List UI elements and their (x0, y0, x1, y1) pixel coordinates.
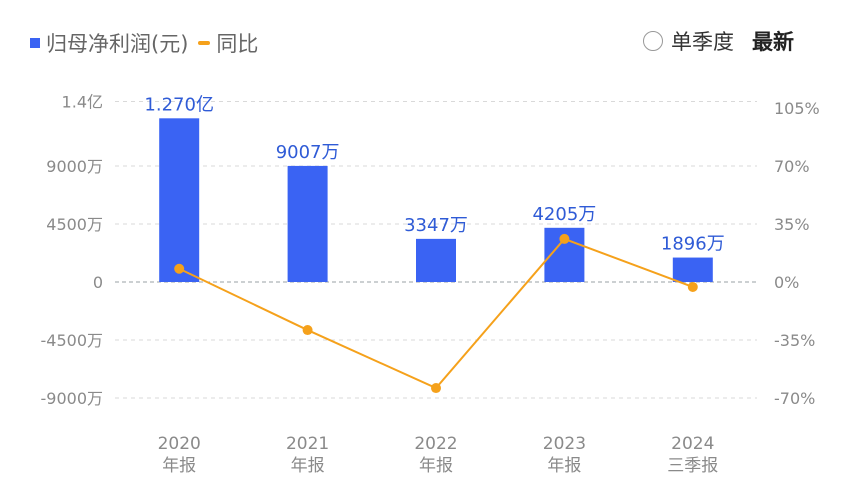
x-axis-period-label: 年报 (547, 456, 581, 476)
x-axis-year-label: 2024 (671, 434, 714, 454)
latest-option[interactable]: 最新 (752, 30, 794, 54)
bar-data-label: 4205万 (532, 204, 596, 225)
left-axis-tick: 0 (93, 273, 103, 292)
yoy-point (559, 233, 570, 244)
left-axis-tick: 1.4亿 (62, 93, 103, 112)
bar (287, 165, 328, 282)
right-axis-tick: 0% (774, 273, 799, 292)
yoy-point (431, 383, 441, 394)
bar (159, 118, 200, 282)
x-axis-period-label: 年报 (291, 456, 325, 476)
legend-line-label: 同比 (216, 32, 259, 56)
right-axis-tick: -35% (774, 331, 815, 350)
legend-item-profit[interactable]: 归母净利润(元) (30, 28, 188, 58)
left-axis-tick: 4500万 (46, 215, 103, 234)
legend-bar-swatch (30, 38, 40, 48)
chart-controls: 单季度 最新 (643, 26, 794, 56)
legend-line-swatch (198, 41, 211, 45)
yoy-point (302, 325, 313, 336)
right-axis-tick: -70% (774, 389, 815, 408)
left-axis-tick: 9000万 (46, 157, 103, 176)
right-axis-tick: 105% (774, 99, 820, 118)
legend-bar-label: 归母净利润(元) (46, 32, 189, 56)
left-axis-tick: -4500万 (41, 331, 104, 350)
radio-circle-icon[interactable] (643, 31, 663, 51)
yoy-point (687, 281, 698, 292)
quarter-toggle-label: 单季度 (671, 30, 734, 54)
legend: 归母净利润(元) 同比 (30, 28, 258, 58)
right-axis-tick: 70% (774, 157, 810, 176)
bar (416, 238, 456, 282)
x-axis-year-label: 2022 (414, 434, 457, 454)
bar-data-label: 9007万 (276, 142, 340, 163)
bar-data-label: 3347万 (404, 215, 468, 236)
bar-data-label: 1.270亿 (144, 94, 214, 115)
yoy-point (174, 263, 185, 274)
bar-data-label: 1896万 (661, 234, 725, 255)
quarter-toggle[interactable]: 单季度 (643, 26, 734, 56)
x-axis-period-label: 年报 (419, 456, 453, 476)
x-axis-year-label: 2020 (158, 434, 201, 454)
legend-item-yoy[interactable]: 同比 (198, 28, 258, 58)
x-axis-year-label: 2023 (543, 434, 586, 454)
x-axis-period-label: 三季报 (667, 456, 718, 476)
x-axis-year-label: 2021 (286, 434, 329, 454)
x-axis-period-label: 年报 (162, 456, 196, 476)
right-axis-tick: 35% (774, 215, 810, 234)
left-axis-tick: -9000万 (41, 389, 104, 408)
bar (672, 257, 713, 282)
